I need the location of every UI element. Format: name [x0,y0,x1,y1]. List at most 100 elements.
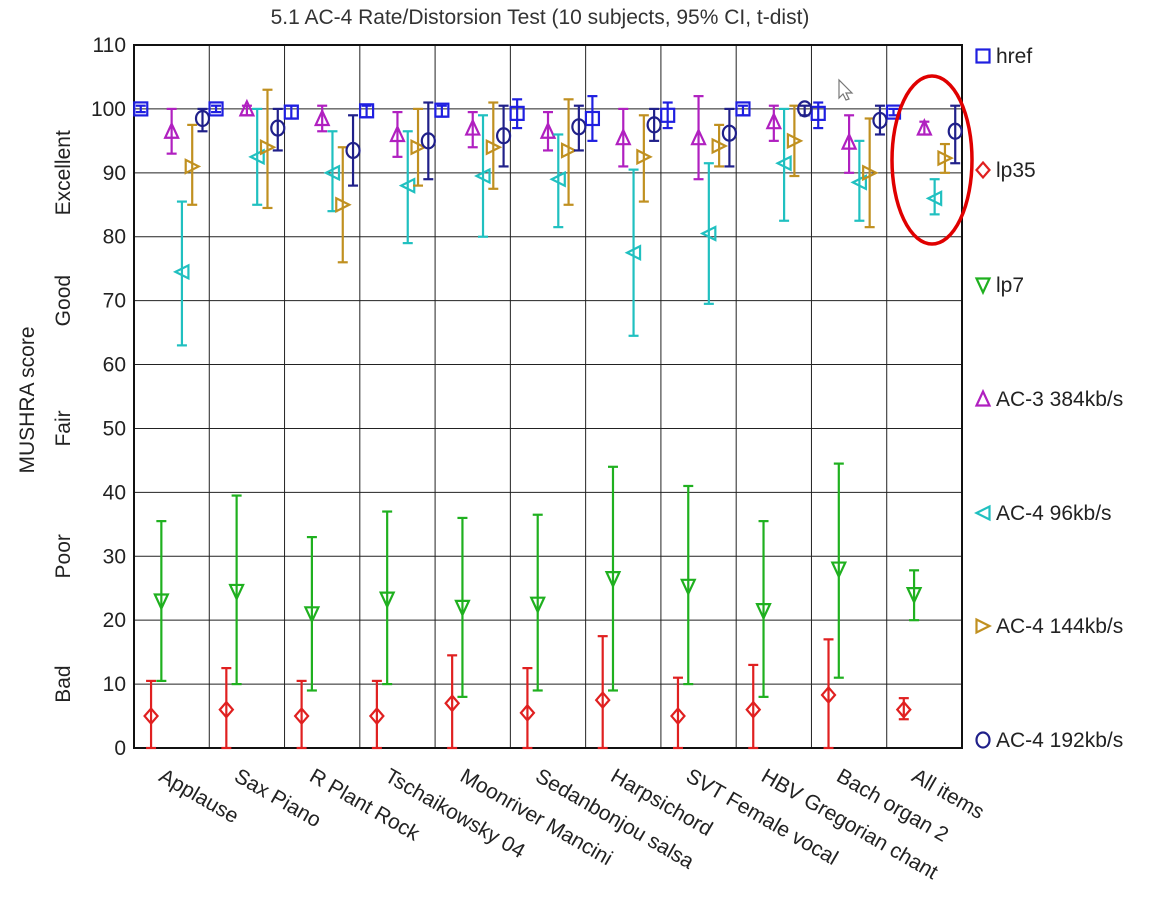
legend-label: lp35 [996,159,1036,182]
data-point [519,703,536,723]
legend-label: lp7 [996,274,1024,297]
data-point [368,706,385,726]
data-point [660,107,676,123]
x-tick-label: Applause [155,764,242,828]
plot-frame [133,44,963,749]
quality-label: Good [52,275,75,326]
series-3 [163,95,933,181]
data-point [699,225,717,242]
data-point [485,138,503,156]
data-point [184,158,202,175]
data-point [905,587,923,605]
data-point [830,561,848,580]
data-point [624,244,642,261]
data-point [594,690,611,710]
data-point [615,127,632,146]
data-point [872,111,888,130]
data-point [745,700,762,719]
data-point [303,606,321,624]
y-tick-label: 70 [103,290,126,313]
grid [133,44,963,749]
data-point [444,694,461,713]
legend-label: AC-4 144kb/s [996,615,1123,638]
data-point [604,571,622,589]
data-point [509,105,525,121]
legend-marker [975,48,991,64]
data-point [765,111,783,130]
legend-marker [974,388,992,407]
data-point [937,149,954,167]
y-tick-label: 60 [103,354,126,377]
data-point [270,119,286,137]
data-point [786,132,804,150]
data-point [947,122,963,140]
data-point [529,596,546,615]
data-point [313,108,331,127]
data-point [895,700,912,719]
quality-label: Excellent [52,130,75,215]
series-5 [184,88,954,264]
y-tick-label: 0 [114,737,126,760]
data-point [358,103,375,119]
data-point [775,154,792,172]
legend-marker [974,504,991,522]
data-point [208,101,224,117]
series-6 [194,100,963,187]
data-point [283,104,299,120]
legend-label: AC-4 192kb/s [996,729,1123,752]
series-1 [143,635,912,750]
quality-label: Fair [52,410,75,446]
legend-marker [975,617,992,635]
y-tick-label: 20 [103,609,126,632]
data-point [335,196,352,214]
data-point [143,706,160,726]
data-point [840,132,858,150]
data-point [690,127,707,146]
data-point [925,190,943,207]
data-point [636,148,653,166]
highlight-ellipse [890,74,974,246]
data-point [228,583,245,602]
data-point [464,117,481,136]
y-tick-label: 110 [93,34,126,57]
quality-label: Bad [52,665,75,702]
legend-marker [974,277,992,296]
data-point [238,98,256,117]
data-point [420,132,436,150]
data-point [454,599,471,618]
y-tick-label: 90 [103,162,126,185]
data-point [323,164,341,182]
y-tick-label: 100 [91,98,126,121]
data-point [850,174,867,191]
y-axis-label: MUSHRA score [16,326,39,473]
data-point [755,602,772,621]
data-point [820,685,837,705]
data-point [194,109,211,128]
series-2 [153,462,923,698]
data-point [378,591,396,610]
data-point [862,164,879,182]
data-point [345,141,361,160]
series-0 [133,95,902,142]
legend-label: AC-4 96kb/s [996,502,1112,525]
data-point [680,578,697,597]
data-point [560,142,578,159]
data-point [646,116,662,134]
legend: href lp35 lp7 AC-3 384kb/s AC-4 96kb/s AC-4 1… [974,45,1123,752]
chart-title: 5.1 AC-4 Rate/Distorsion Test (10 subjec… [271,6,810,29]
data-point [389,124,406,143]
data-point [259,138,277,156]
data-point [410,138,427,156]
y-tick-label: 50 [103,417,126,440]
data-point [571,118,587,136]
quality-labels: Excellent Good Fair Poor Bad [52,130,75,703]
data-point [172,263,190,281]
data-point [474,167,491,185]
legend-label: href [996,45,1032,68]
data-point [735,101,751,117]
data-point [916,117,933,136]
data-point [584,110,601,127]
data-point [797,100,813,118]
